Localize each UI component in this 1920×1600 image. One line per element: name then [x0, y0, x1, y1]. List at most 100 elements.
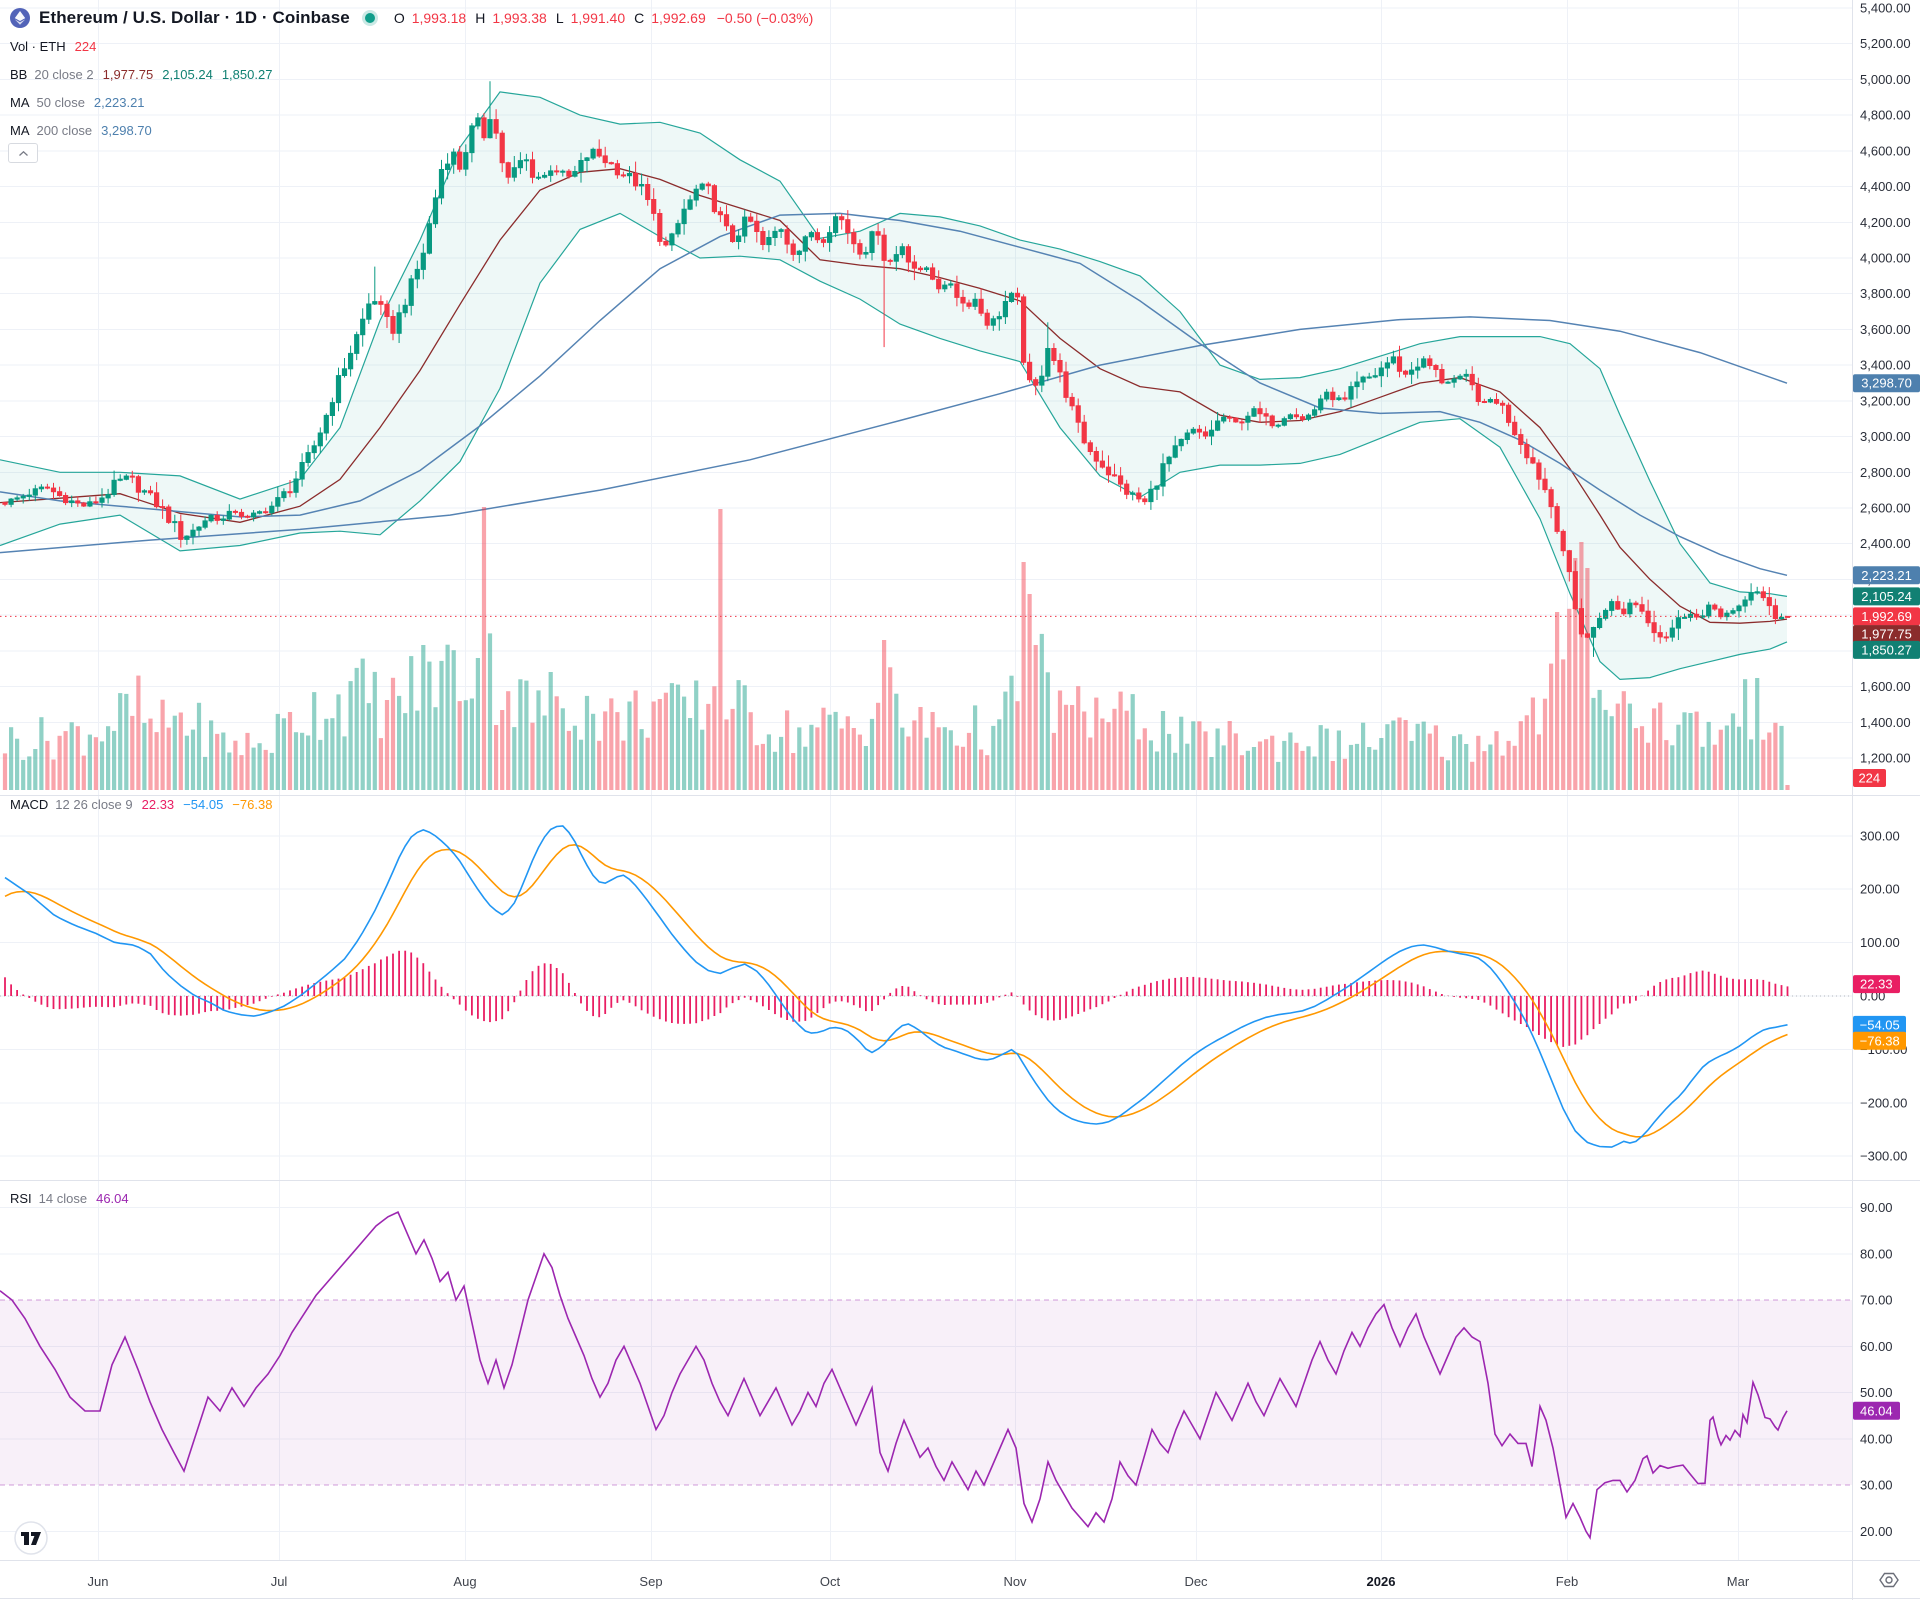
macd-signal-line	[4, 843, 1788, 1138]
svg-text:5,400.00: 5,400.00	[1860, 1, 1911, 16]
rsi-params: 14 close	[38, 1190, 88, 1206]
macd-pane[interactable]	[0, 795, 1852, 1180]
svg-text:2,600.00: 2,600.00	[1860, 501, 1911, 516]
ma50-value: 2,223.21	[93, 94, 145, 110]
ma200-indicator-label[interactable]: MA	[10, 122, 30, 138]
svg-text:Feb: Feb	[1556, 1574, 1578, 1589]
symbol-title[interactable]: Ethereum / U.S. Dollar · 1D · Coinbase	[39, 8, 350, 27]
close-label: C	[634, 10, 645, 26]
ma-50-line	[0, 212, 1788, 577]
time-axis-settings-icon[interactable]	[1879, 1572, 1899, 1588]
svg-text:2026: 2026	[1367, 1574, 1396, 1589]
rsi-value: 46.04	[96, 1190, 129, 1206]
macd-histogram	[4, 950, 1789, 1047]
svg-text:Dec: Dec	[1184, 1574, 1208, 1589]
rsi-legend-row: RSI 14 close 46.04	[10, 1186, 129, 1210]
svg-text:80.00: 80.00	[1860, 1246, 1893, 1261]
svg-text:1,850.27: 1,850.27	[1861, 642, 1912, 657]
svg-text:Jun: Jun	[88, 1574, 109, 1589]
candles-up-layer	[8, 81, 1785, 657]
svg-text:−54.05: −54.05	[1860, 1017, 1900, 1032]
macd-hist-value: 22.33	[141, 796, 175, 812]
svg-text:30.00: 30.00	[1860, 1478, 1893, 1493]
bb-legend-row: BB 20 close 2 1,977.75 2,105.24 1,850.27	[10, 62, 813, 86]
macd-line-value: −54.05	[183, 796, 224, 812]
volume-value: 224	[74, 38, 97, 54]
bb-params: 20 close 2	[34, 66, 94, 82]
svg-text:3,298.70: 3,298.70	[1861, 376, 1912, 391]
svg-text:5,200.00: 5,200.00	[1860, 36, 1911, 51]
macd-line	[4, 825, 1788, 1148]
svg-text:Nov: Nov	[1003, 1574, 1027, 1589]
svg-text:200.00: 200.00	[1860, 882, 1900, 897]
volume-layer	[2, 507, 1790, 790]
svg-text:46.04: 46.04	[1860, 1403, 1893, 1418]
svg-text:3,200.00: 3,200.00	[1860, 393, 1911, 408]
price-axis-labels: 5,400.00 5,200.00 5,000.00 4,800.00 4,600.00…	[1860, 1, 1911, 1539]
svg-text:Aug: Aug	[453, 1574, 476, 1589]
symbol-row: Ethereum / U.S. Dollar · 1D · Coinbase O…	[10, 6, 813, 30]
volume-legend-row: Vol · ETH 224	[10, 34, 813, 58]
svg-text:50.00: 50.00	[1860, 1385, 1893, 1400]
collapse-indicators-button[interactable]	[8, 143, 38, 163]
svg-text:Jul: Jul	[271, 1574, 288, 1589]
high-value: 1,993.38	[492, 10, 547, 26]
ma200-legend-row: MA 200 close 3,298.70	[10, 118, 813, 142]
svg-text:5,000.00: 5,000.00	[1860, 72, 1911, 87]
month-labels: Jun Jul Aug Sep Oct Nov Dec 2026 Feb Mar	[88, 1574, 1750, 1589]
svg-text:1,992.69: 1,992.69	[1861, 609, 1912, 624]
svg-text:Mar: Mar	[1727, 1574, 1750, 1589]
svg-text:1,200.00: 1,200.00	[1860, 751, 1911, 766]
price-scale[interactable]	[1852, 0, 1920, 1560]
svg-text:60.00: 60.00	[1860, 1339, 1893, 1354]
volume-indicator-label[interactable]: Vol · ETH	[10, 38, 66, 54]
svg-text:22.33: 22.33	[1860, 977, 1893, 992]
svg-text:3,000.00: 3,000.00	[1860, 429, 1911, 444]
rsi-band	[0, 1299, 1852, 1486]
bollinger-fill	[0, 91, 1787, 680]
macd-indicator-label[interactable]: MACD	[10, 796, 49, 812]
macd-params: 12 26 close 9	[55, 796, 133, 812]
macd-signal-value: −76.38	[232, 796, 273, 812]
svg-text:70.00: 70.00	[1860, 1293, 1893, 1308]
svg-text:1,600.00: 1,600.00	[1860, 679, 1911, 694]
svg-text:2,800.00: 2,800.00	[1860, 465, 1911, 480]
svg-text:2,223.21: 2,223.21	[1861, 568, 1912, 583]
rsi-pane[interactable]	[0, 1180, 1852, 1560]
rsi-line	[0, 1211, 1788, 1540]
svg-text:4,600.00: 4,600.00	[1860, 143, 1911, 158]
macd-legend-row: MACD 12 26 close 9 22.33 −54.05 −76.38	[10, 792, 272, 816]
svg-text:−300.00: −300.00	[1860, 1149, 1907, 1164]
svg-text:1,400.00: 1,400.00	[1860, 715, 1911, 730]
svg-text:20.00: 20.00	[1860, 1524, 1893, 1539]
high-label: H	[475, 10, 486, 26]
macd-legend: MACD 12 26 close 9 22.33 −54.05 −76.38	[10, 792, 272, 816]
svg-text:Sep: Sep	[639, 1574, 662, 1589]
main-legend: Ethereum / U.S. Dollar · 1D · Coinbase O…	[10, 6, 813, 142]
svg-text:3,600.00: 3,600.00	[1860, 322, 1911, 337]
time-scale[interactable]	[0, 1560, 1920, 1600]
svg-text:4,000.00: 4,000.00	[1860, 251, 1911, 266]
svg-text:4,200.00: 4,200.00	[1860, 215, 1911, 230]
chevron-up-icon	[18, 150, 28, 156]
tradingview-logo[interactable]	[14, 1521, 48, 1555]
rsi-legend: RSI 14 close 46.04	[10, 1186, 129, 1210]
svg-text:4,800.00: 4,800.00	[1860, 108, 1911, 123]
low-value: 1,991.40	[570, 10, 626, 26]
svg-text:−200.00: −200.00	[1860, 1095, 1907, 1110]
bb-lower-value: 1,850.27	[221, 66, 273, 82]
bb-indicator-label[interactable]: BB	[10, 66, 28, 82]
bb-basis-value: 1,977.75	[102, 66, 154, 82]
svg-text:−76.38: −76.38	[1860, 1033, 1900, 1048]
ma200-value: 3,298.70	[101, 122, 152, 138]
low-label: L	[555, 10, 564, 26]
rsi-indicator-label[interactable]: RSI	[10, 1190, 32, 1206]
ma200-params: 200 close	[36, 122, 93, 138]
close-value: 1,992.69	[651, 10, 706, 26]
ma50-indicator-label[interactable]: MA	[10, 94, 30, 110]
market-status-dot[interactable]	[364, 13, 375, 23]
svg-text:3,400.00: 3,400.00	[1860, 358, 1911, 373]
